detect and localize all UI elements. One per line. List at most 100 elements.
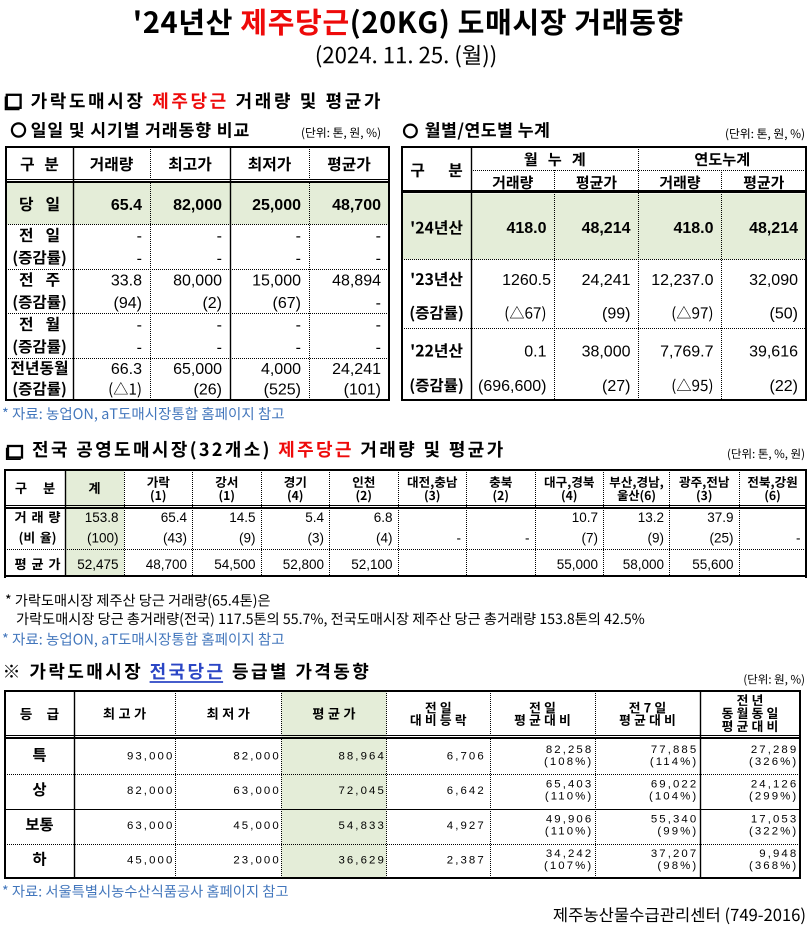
svg-text:72,045: 72,045 [338,785,385,797]
svg-text:4,927: 4,927 [447,820,486,832]
svg-text:54,833: 54,833 [338,820,385,832]
svg-text:12,237.0: 12,237.0 [651,272,713,289]
svg-text:-: - [217,317,222,334]
svg-text:418.0: 418.0 [673,220,713,237]
svg-text:(114%): (114%) [650,756,698,768]
svg-text:34,242: 34,242 [546,848,593,860]
svg-text:17,053: 17,053 [751,813,798,825]
svg-text:48,214: 48,214 [582,220,631,237]
svg-text:55,340: 55,340 [651,813,698,825]
svg-text:(99): (99) [602,306,630,323]
svg-text:25,000: 25,000 [252,197,301,214]
svg-text:52,100: 52,100 [351,557,392,572]
svg-text:6,706: 6,706 [447,750,486,762]
svg-text:65.4: 65.4 [111,197,142,214]
svg-text:48,214: 48,214 [749,220,798,237]
svg-text:(22): (22) [770,378,798,395]
svg-text:55,600: 55,600 [692,557,733,572]
svg-text:82,258: 82,258 [546,744,593,756]
svg-text:-: - [296,339,301,356]
svg-text:(99%): (99%) [657,825,698,837]
svg-text:55,000: 55,000 [557,557,598,572]
svg-text:24,241: 24,241 [582,272,631,289]
svg-text:(9): (9) [239,530,256,545]
svg-text:24,241: 24,241 [332,361,381,378]
svg-text:(43): (43) [163,530,187,545]
svg-text:-: - [296,250,301,267]
svg-text:(98%): (98%) [657,860,698,872]
svg-text:418.0: 418.0 [506,220,546,237]
svg-text:52,800: 52,800 [283,557,324,572]
svg-text:63,000: 63,000 [233,785,280,797]
svg-text:153.8: 153.8 [85,510,119,525]
svg-text:-: - [376,250,381,267]
svg-text:32,090: 32,090 [749,272,798,289]
svg-text:10.7: 10.7 [572,510,598,525]
svg-text:13.2: 13.2 [638,510,664,525]
svg-text:-: - [796,530,801,545]
svg-text:(108%): (108%) [544,756,593,768]
svg-text:52,475: 52,475 [77,557,118,572]
svg-text:-: - [217,339,222,356]
svg-text:(2): (2) [202,295,222,312]
svg-text:4,000: 4,000 [261,361,301,378]
svg-text:(101): (101) [344,382,381,399]
svg-text:65,000: 65,000 [173,361,222,378]
svg-text:-: - [296,317,301,334]
svg-text:-: - [217,250,222,267]
svg-text:24,126: 24,126 [751,778,798,790]
svg-text:63,000: 63,000 [127,820,174,832]
svg-text:54,500: 54,500 [214,557,255,572]
svg-text:-: - [376,339,381,356]
svg-text:(299%): (299%) [749,790,798,802]
svg-text:(322%): (322%) [749,825,798,837]
svg-text:45,000: 45,000 [127,854,174,866]
svg-text:65,403: 65,403 [546,778,593,790]
svg-text:-: - [376,317,381,334]
svg-text:6.8: 6.8 [374,510,393,525]
svg-text:(696,600): (696,600) [478,378,547,395]
svg-text:(50): (50) [770,306,798,323]
svg-text:(94): (94) [114,295,142,312]
svg-text:14.5: 14.5 [229,510,255,525]
svg-text:(25): (25) [709,530,733,545]
svg-text:-: - [457,530,462,545]
svg-text:(525): (525) [264,382,301,399]
svg-text:49,906: 49,906 [546,813,593,825]
svg-text:69,022: 69,022 [651,778,698,790]
svg-text:-: - [137,339,142,356]
svg-text:82,000: 82,000 [173,197,222,214]
svg-text:88,964: 88,964 [338,750,385,762]
svg-text:(110%): (110%) [545,825,593,837]
svg-text:(26): (26) [194,382,222,399]
svg-text:27,289: 27,289 [751,744,798,756]
svg-text:9,948: 9,948 [759,848,798,860]
svg-text:58,000: 58,000 [623,557,664,572]
svg-text:-: - [217,228,222,245]
svg-text:15,000: 15,000 [252,273,301,290]
svg-text:0.1: 0.1 [524,344,546,361]
svg-text:-: - [137,228,142,245]
svg-text:(110%): (110%) [545,790,593,802]
svg-text:-: - [137,317,142,334]
svg-text:23,000: 23,000 [233,854,280,866]
svg-text:(9): (9) [648,530,665,545]
svg-text:39,616: 39,616 [749,344,798,361]
svg-text:(100): (100) [87,530,119,545]
svg-text:-: - [296,228,301,245]
svg-text:48,700: 48,700 [146,557,187,572]
svg-text:48,894: 48,894 [332,273,381,290]
svg-text:(326%): (326%) [749,756,798,768]
svg-text:5.4: 5.4 [305,510,324,525]
svg-text:45,000: 45,000 [233,820,280,832]
svg-text:(27): (27) [602,378,630,395]
svg-text:36,629: 36,629 [338,854,385,866]
svg-text:37.9: 37.9 [707,510,733,525]
svg-text:-: - [376,295,381,312]
svg-text:80,000: 80,000 [173,273,222,290]
svg-text:(67): (67) [273,295,301,312]
svg-text:48,700: 48,700 [332,197,381,214]
svg-text:(7): (7) [582,530,599,545]
svg-text:(4): (4) [376,530,393,545]
svg-text:77,885: 77,885 [651,744,698,756]
